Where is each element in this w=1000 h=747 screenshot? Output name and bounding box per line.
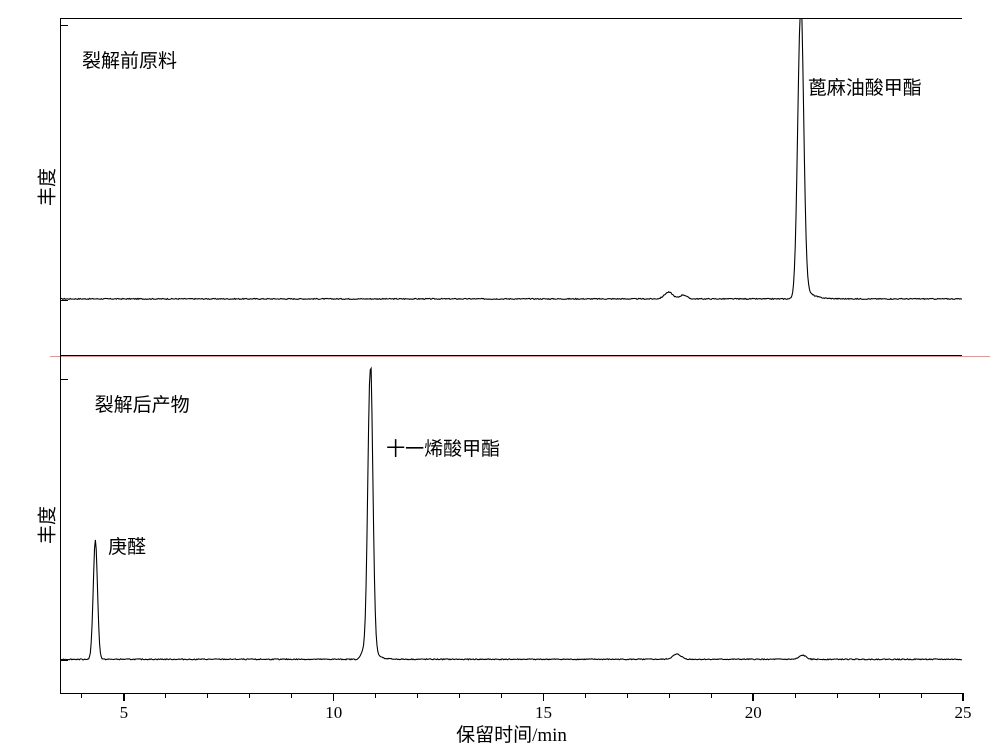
xtick-minor [81,693,82,698]
xtick-minor [417,693,418,698]
xtick-minor [879,693,880,698]
chromatogram-trace [61,19,962,299]
chromatogram-figure: 丰度 裂解前原料蓖麻油酸甲酯 丰度 5 10 15 20 25 保留时间/min… [0,0,1000,747]
y-axis-label-bottom: 丰度 [33,505,60,543]
xtick-minor [207,693,208,698]
xtick-minor [669,693,670,698]
panel-top: 丰度 裂解前原料蓖麻油酸甲酯 [60,18,962,356]
ytick [61,660,68,661]
panel-bottom: 丰度 5 10 15 20 25 保留时间/min 裂解后产物庚醛十一烯酸甲酯 [60,356,962,694]
xtick-label-20: 20 [745,703,762,723]
xtick-minor [585,693,586,698]
xtick-minor [795,693,796,698]
ytick [61,25,68,26]
xtick-minor [375,693,376,698]
peak-label: 十一烯酸甲酯 [386,434,500,461]
chromatogram-top-svg [61,19,962,355]
xtick-minor [165,693,166,698]
xtick-label-5: 5 [120,703,129,723]
x-axis-label: 保留时间/min [456,720,567,747]
xtick-minor [627,693,628,698]
panel-title: 裂解后产物 [95,390,190,417]
xtick-minor [291,693,292,698]
xtick-major [752,693,754,701]
xtick-major [543,693,545,701]
xtick-minor [501,693,502,698]
ytick [61,300,68,301]
xtick-minor [921,693,922,698]
y-axis-label-top: 丰度 [33,168,60,206]
ytick [61,379,68,380]
xtick-minor [711,693,712,698]
xtick-minor [837,693,838,698]
peak-label: 庚醛 [108,532,146,559]
xtick-label-25: 25 [955,703,972,723]
xtick-label-10: 10 [325,703,342,723]
peak-label: 蓖麻油酸甲酯 [808,73,922,100]
xtick-minor [249,693,250,698]
xtick-major [333,693,335,701]
xtick-major [962,693,964,701]
panel-title: 裂解前原料 [82,46,177,73]
xtick-minor [459,693,460,698]
xtick-major [123,693,125,701]
chromatogram-bottom-svg [61,356,962,693]
chromatogram-trace [61,368,962,659]
